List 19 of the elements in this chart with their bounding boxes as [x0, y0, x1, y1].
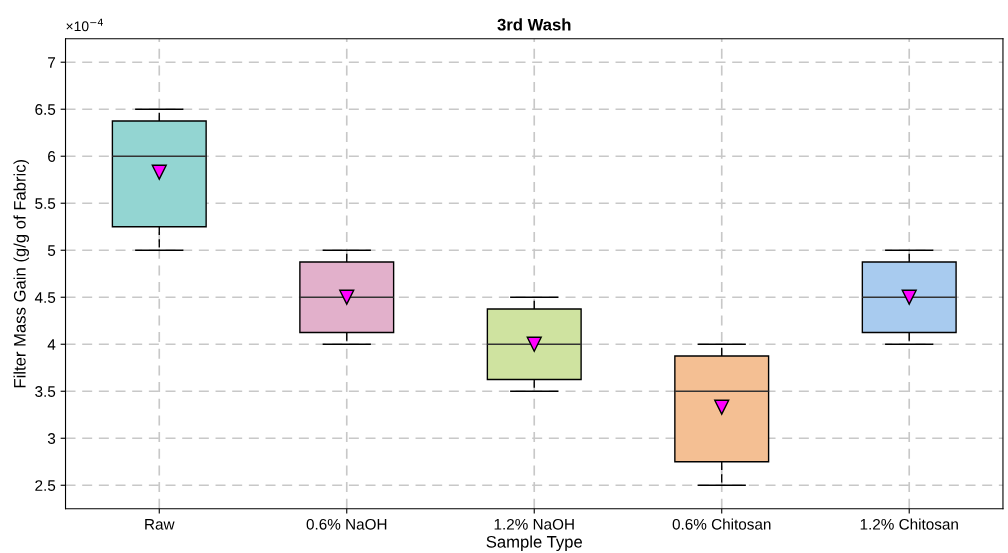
x-axis-title: Sample Type [486, 535, 582, 552]
x-tick-label: 1.2% NaOH [494, 518, 574, 530]
chart-title: 3rd Wash [497, 18, 571, 31]
y-tick-label: 7 [48, 57, 56, 68]
y-tick-label: 3 [47, 433, 56, 444]
y-tick-label: 3.5 [35, 386, 56, 397]
x-tick-label: 1.2% Chitosan [860, 518, 958, 530]
y-tick-label: 6 [48, 151, 56, 162]
y-tick-label: 4.5 [34, 292, 56, 303]
y-tick-label: 2.5 [35, 480, 56, 491]
x-tick-label: Raw [145, 519, 175, 530]
y-tick-label: 4 [47, 339, 56, 350]
x-tick-label: 0.6% NaOH [306, 518, 387, 530]
text: ×10$^{−4}$ [66, 18, 103, 32]
x-tick-label: 0.6% Chitosan [672, 518, 771, 530]
y-tick-label: 6.5 [35, 104, 56, 115]
y-tick-label: 5.5 [35, 198, 56, 209]
y-axis-title: Filter Mass Gain (g/g of Fabric) [13, 159, 30, 388]
y-tick-label: 5 [47, 245, 56, 256]
